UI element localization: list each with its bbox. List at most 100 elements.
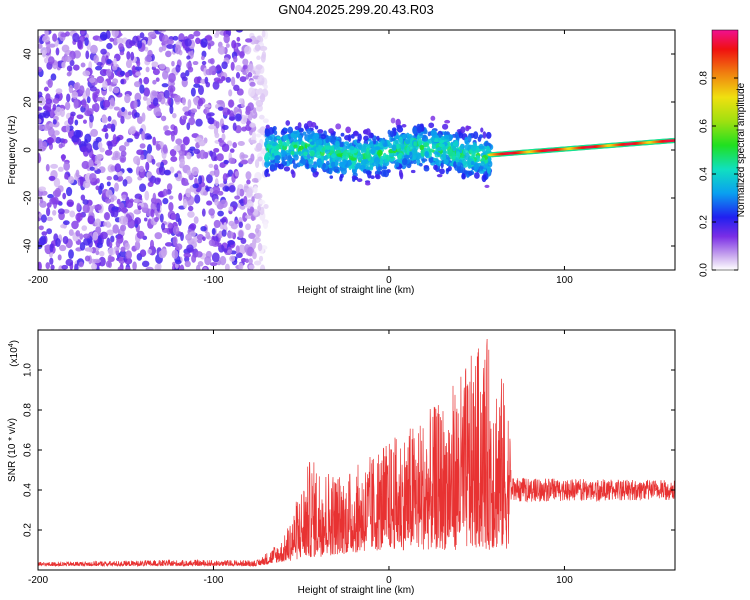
spectrogram-cell (96, 242, 103, 249)
spectrogram-cell (195, 264, 201, 270)
spectrogram-cell (120, 150, 127, 157)
spectrogram-cell (216, 64, 221, 71)
spectrogram-cell (62, 192, 67, 200)
spectrogram-cell (106, 229, 114, 236)
spectrogram-cell (52, 33, 58, 42)
spectrogram-cell (377, 149, 383, 157)
spectrogram-cell (206, 200, 213, 206)
spectrogram-cell (120, 79, 125, 85)
spectrogram-cell (241, 257, 247, 263)
spectrogram-cell (121, 106, 126, 113)
spectrogram-cell (228, 99, 234, 108)
spectrogram-cell (374, 146, 381, 151)
spectrogram-cell (340, 132, 345, 137)
spectrogram-cell (145, 66, 150, 73)
spectrogram-cell (251, 177, 259, 183)
spectrogram-cell (124, 93, 131, 104)
spectrogram-cell (193, 148, 201, 155)
spectrogram-cell (436, 173, 443, 178)
spectrogram-cell (95, 177, 100, 184)
spectrogram-cell (93, 258, 101, 264)
spectrogram-cell (57, 166, 64, 172)
spectrogram-cell (92, 231, 99, 241)
spectrogram-cell (196, 233, 204, 241)
spectrogram-cell (126, 51, 131, 60)
spectrogram-cell (298, 150, 302, 156)
spectrogram-cell (133, 209, 140, 215)
spectrogram-cell (119, 250, 127, 258)
spectrogram-cell (61, 154, 66, 162)
spectrogram-cell (453, 161, 457, 169)
spectrogram-cell (339, 141, 344, 148)
spectrogram-cell (133, 81, 141, 88)
x-tick-label: 0 (386, 575, 392, 586)
spectrogram-cell (119, 51, 125, 56)
spectrogram-cell (382, 166, 388, 170)
spectrogram-cell (127, 111, 132, 116)
spectrogram-cell (346, 143, 350, 149)
spectrogram-cell (292, 130, 298, 135)
spectrogram-cell (73, 99, 79, 109)
spectrogram-cell (242, 64, 248, 70)
spectrogram-cell (222, 173, 228, 182)
spectrogram-cell (75, 212, 83, 222)
spectrogram-cell (64, 173, 69, 180)
x-tick-label: -200 (28, 575, 48, 586)
spectrogram-cell (255, 224, 261, 230)
spectrogram-cell (460, 126, 466, 134)
spectrogram-cell (473, 172, 480, 179)
spectrogram-cell (45, 93, 51, 102)
spectrogram-cell (228, 116, 236, 121)
colorbar-label: Normalized spectral amplitude (736, 82, 747, 217)
spectrogram-cell (106, 175, 113, 181)
spectrogram-cell (261, 30, 266, 38)
spectrogram-cell (234, 171, 240, 177)
spectrogram-cell (118, 145, 127, 152)
spectrogram-cell (239, 50, 245, 59)
spectrogram-cell (158, 250, 167, 259)
spectrogram-cell (194, 194, 201, 204)
spectrogram-cell (292, 163, 298, 169)
spectrogram-cell (141, 130, 146, 141)
spectrogram-cell (248, 87, 256, 97)
spectrogram-cell (146, 97, 151, 107)
spectrogram-cell (223, 222, 228, 231)
spectrogram-cell (404, 138, 411, 145)
spectrogram-cell (193, 76, 201, 85)
spectrogram-cell (154, 216, 159, 222)
spectrogram-cell (111, 64, 118, 71)
spectrogram-cell (219, 218, 227, 223)
spectrogram-cell (278, 139, 283, 147)
spectrogram-cell (452, 155, 456, 159)
spectrogram-cell (237, 140, 245, 146)
spectrogram-cell (214, 198, 219, 206)
spectrogram-cell (256, 55, 261, 61)
spectrogram-cell (154, 264, 160, 270)
spectrogram-cell (81, 225, 88, 232)
spectrogram-cell (344, 134, 351, 141)
spectrogram-cell (134, 92, 142, 102)
spectrogram-cell (249, 206, 255, 213)
spectrogram-cell (155, 77, 160, 82)
spectrogram-cell (75, 230, 81, 237)
spectrogram-cell (366, 147, 370, 155)
spectrogram-cell (76, 202, 81, 211)
spectrogram-cell (240, 154, 249, 159)
spectrogram-cell (360, 159, 368, 165)
spectrogram-cell (145, 266, 154, 270)
spectrogram-cell (263, 84, 268, 90)
spectrogram-cell (260, 53, 266, 63)
x-tick-label: -100 (203, 275, 223, 286)
spectrogram-cell (253, 95, 259, 101)
spectrogram-cell (360, 148, 365, 154)
spectrogram-cell (336, 153, 343, 157)
spectrogram-cell (251, 131, 257, 140)
spectrogram-cell (139, 249, 147, 257)
spectrogram-cell (85, 50, 90, 60)
spectrogram-cell (225, 43, 230, 48)
spectrogram-cell (156, 202, 161, 212)
spectrogram-cell (249, 81, 256, 87)
spectrogram-cell (139, 84, 145, 94)
spectrogram-cell (442, 123, 449, 130)
